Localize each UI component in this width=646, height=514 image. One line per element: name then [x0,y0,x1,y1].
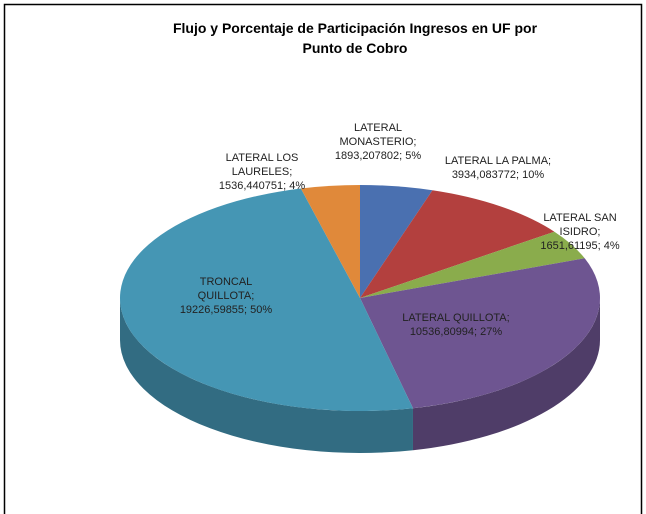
data-label: LATERAL SAN ISIDRO; 1651,61195; 4% [540,212,620,252]
slice [360,185,433,298]
data-label: LATERAL LOS LAURELES; 1536,440751; 4% [218,152,306,192]
slice [360,190,555,298]
slice [360,231,585,298]
slice [360,258,601,409]
data-label: LATERAL MONASTERIO; 1893,207802; 5% [334,122,422,162]
chart-title: Flujo y Porcentaje de Participación Ingr… [172,20,538,56]
slice-side [120,298,413,453]
slice [120,188,413,411]
data-label: LATERAL LA PALMA; 3934,083772; 10% [444,155,552,181]
data-label: LATERAL QUILLOTA; 10536,80994; 27% [402,312,510,338]
data-label: TRONCAL QUILLOTA; 19226,59855; 50% [179,276,273,316]
slice [300,185,360,298]
slice-side [412,298,600,451]
